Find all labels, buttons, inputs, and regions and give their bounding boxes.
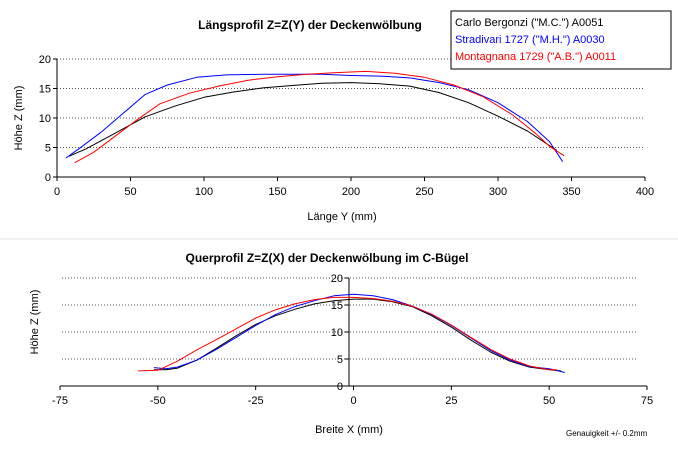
chart1-xtick-label: 0 <box>54 186 60 198</box>
legend-box <box>450 10 672 70</box>
legend-entry-montagnana: Montagnana 1729 ("A.B.") A0011 <box>455 51 616 63</box>
chart2-ytick-label: 15 <box>331 300 343 312</box>
chart2-xtick-label: -50 <box>150 395 166 407</box>
chart2-xtick-label: 75 <box>641 395 653 407</box>
chart2-series-line-2 <box>138 296 557 372</box>
chart2-xtick-label: 50 <box>543 395 555 407</box>
chart1-xtick-label: 150 <box>268 186 286 198</box>
chart1-xtick-label: 200 <box>342 186 360 198</box>
laengsprofil-chart: Längsprofil Z=Z(Y) der Deckenwölbung 0 5 1… <box>13 10 672 223</box>
chart-divider <box>0 238 678 240</box>
chart1-xtick-label: 250 <box>415 186 433 198</box>
chart1-xtick-label: 400 <box>636 186 654 198</box>
chart2-annotation: Genauigkeit +/- 0.2mm <box>566 429 647 438</box>
chart2-xtick-label: -25 <box>248 395 264 407</box>
chart1-series <box>65 70 565 164</box>
chart2-ytick-label: 10 <box>331 327 343 339</box>
chart2-ticks: 0 5 10 15 20 -75 -50 -25 0 25 50 75 <box>52 273 653 407</box>
chart2-ytick-label: 5 <box>337 354 343 366</box>
chart1-series-line-2 <box>74 70 565 164</box>
chart1-xtick-label: 100 <box>195 186 213 198</box>
chart2-ytick-label: 20 <box>331 273 343 285</box>
chart2-title: Querprofil Z=Z(X) der Deckenwölbung im C… <box>185 251 468 265</box>
chart2-series-line-0 <box>153 298 561 372</box>
chart2-xtick-label: 25 <box>445 395 457 407</box>
chart2-xtick-label: 0 <box>350 395 356 407</box>
legend-entry-bergonzi: Carlo Bergonzi ("M.C.") A0051 <box>455 17 603 29</box>
chart2-xlabel: Breite X (mm) <box>315 424 383 436</box>
chart1-title: Längsprofil Z=Z(Y) der Deckenwölbung <box>198 18 422 32</box>
chart2-series <box>138 293 565 373</box>
chart2-xtick-label: -75 <box>52 395 68 407</box>
chart1-ytick-label: 15 <box>39 84 51 96</box>
chart1-ytick-label: 5 <box>45 143 51 155</box>
chart1-xtick-label: 350 <box>562 186 580 198</box>
querprofil-chart: Querprofil Z=Z(X) der Deckenwölbung im C… <box>29 251 653 438</box>
legend-entry-stradivari: Stradivari 1727 ("M.H.") A0030 <box>455 34 605 46</box>
chart1-ylabel: Höhe Z (mm) <box>13 86 25 151</box>
chart2-series-line-1 <box>153 293 565 373</box>
chart1-ytick-label: 20 <box>39 54 51 66</box>
chart1-xlabel: Länge Y (mm) <box>307 211 376 223</box>
chart2-ylabel: Höhe Z (mm) <box>29 290 41 355</box>
chart2-ytick-label: 0 <box>337 381 343 393</box>
chart1-series-line-0 <box>68 82 558 157</box>
chart1-xtick-label: 300 <box>489 186 507 198</box>
chart1-legend: Carlo Bergonzi ("M.C.") A0051 Stradivari… <box>450 10 672 70</box>
chart1-ytick-label: 0 <box>45 172 51 184</box>
chart1-ytick-label: 10 <box>39 113 51 125</box>
chart1-xtick-label: 50 <box>124 186 136 198</box>
